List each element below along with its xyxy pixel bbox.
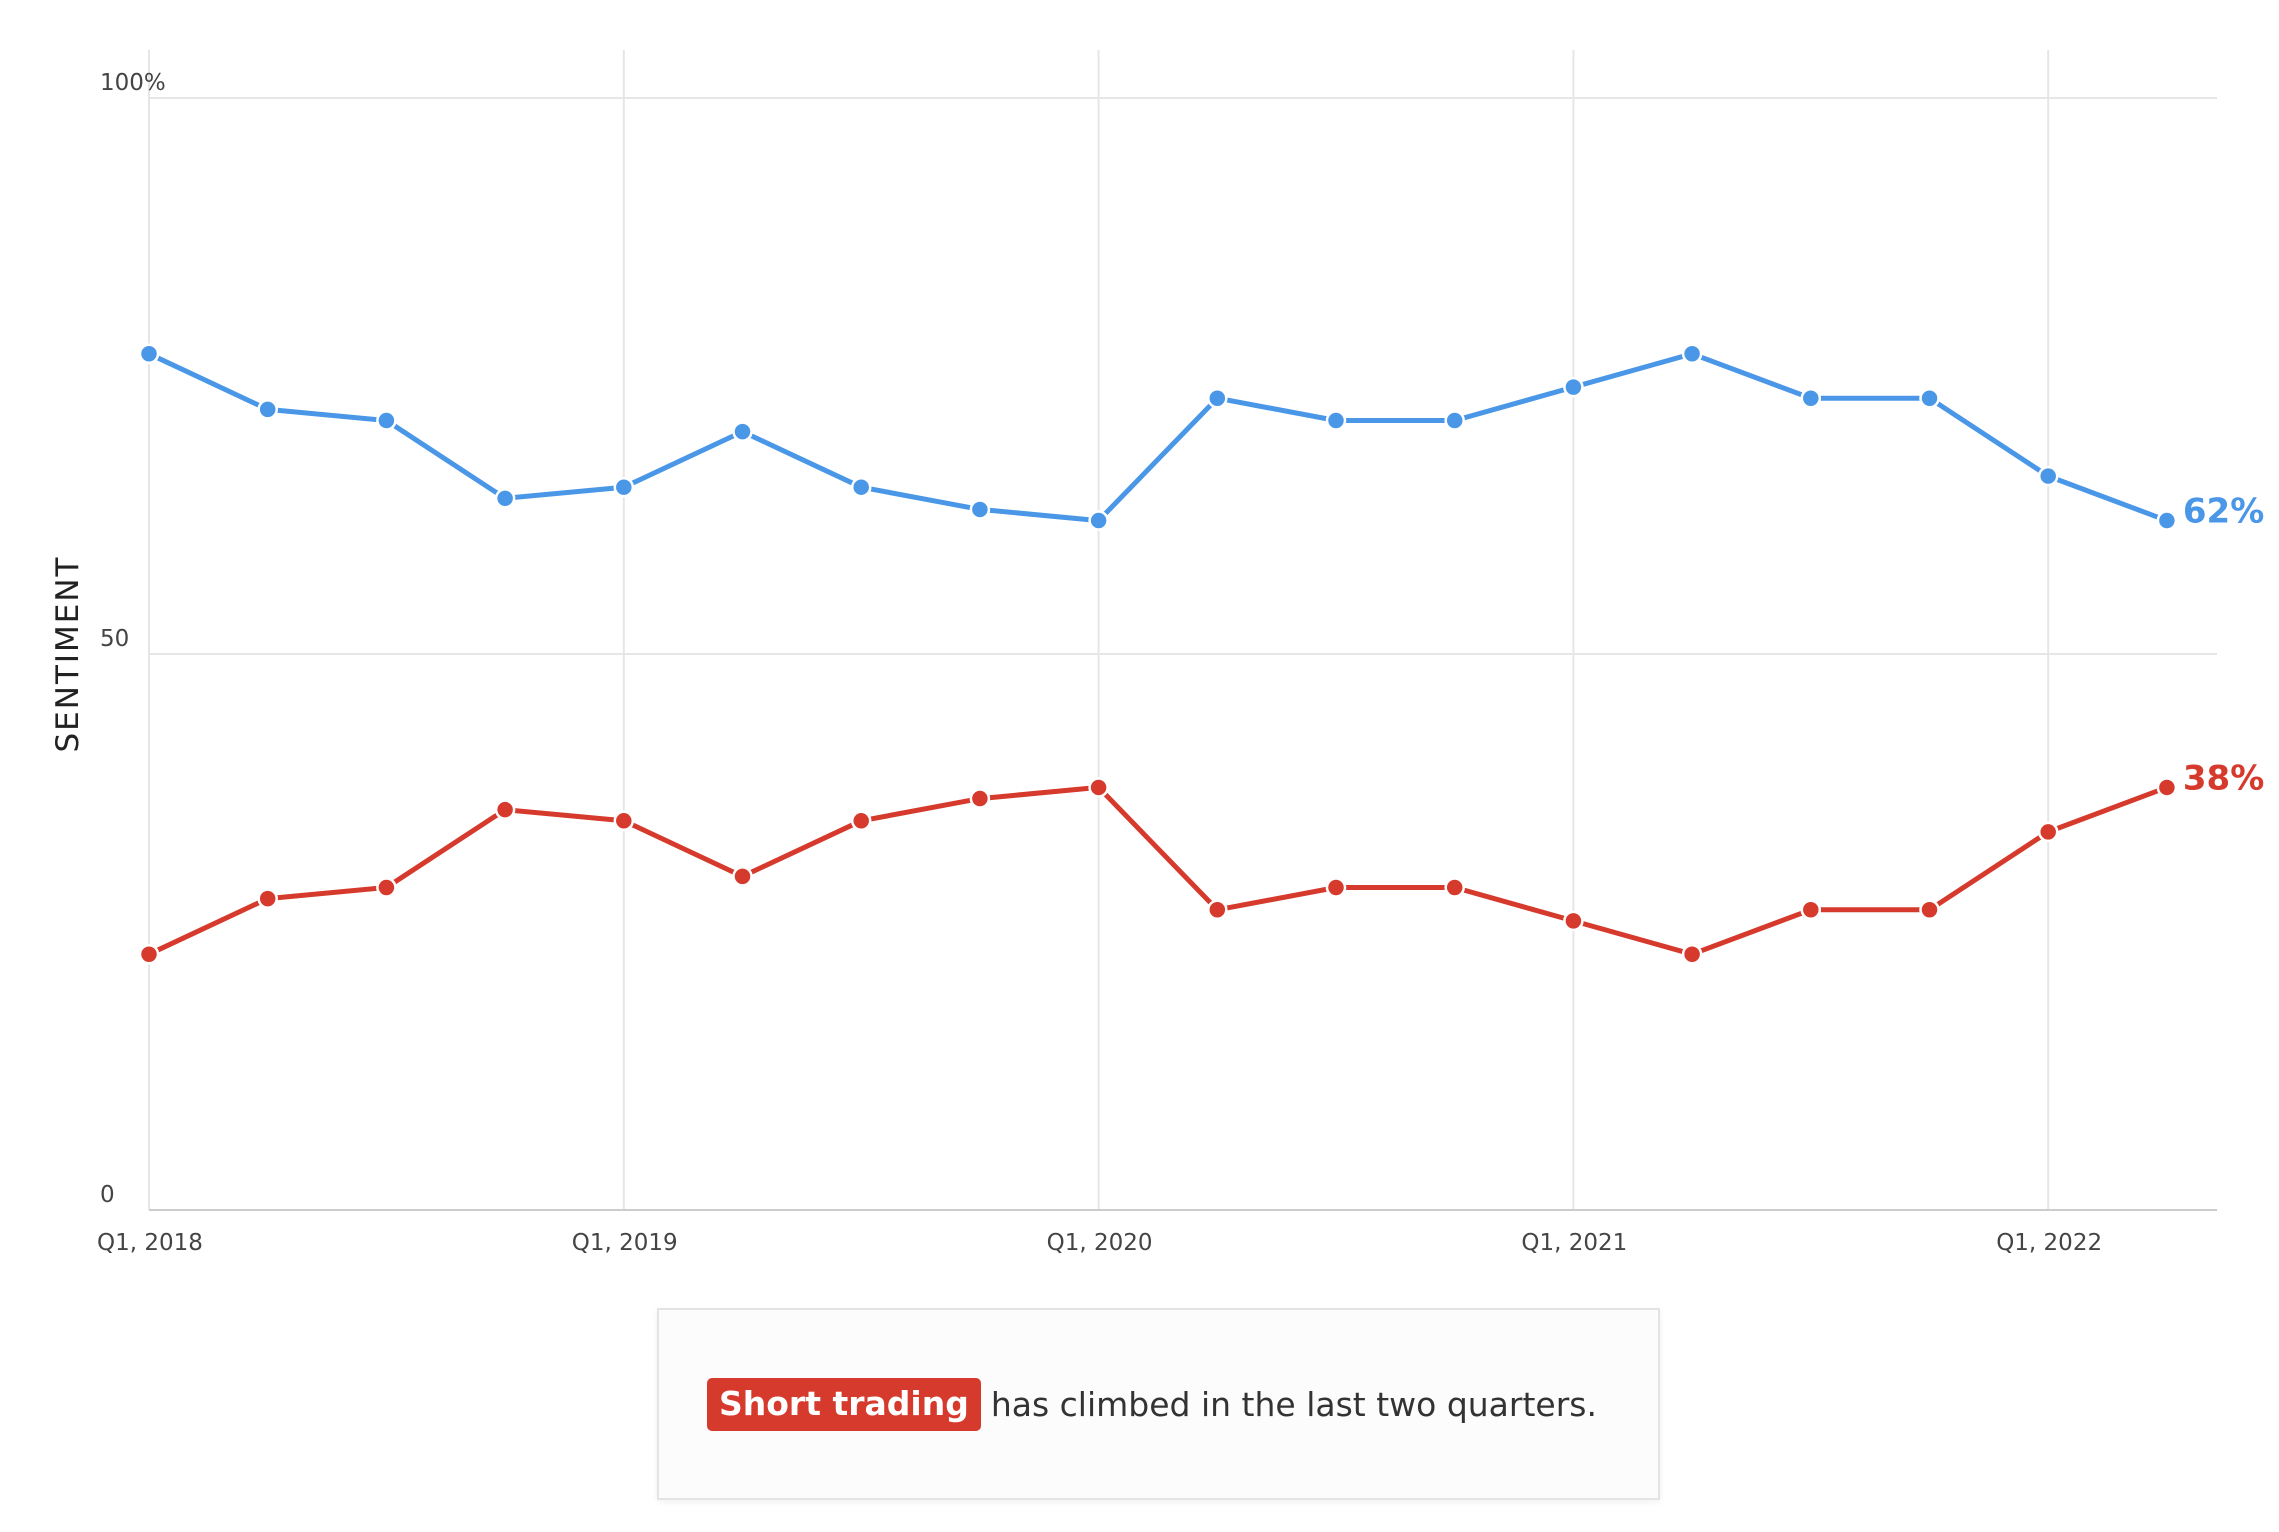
y-tick-label: 0 (100, 1182, 115, 1208)
y-axis-title: SENTIMENT (50, 556, 86, 753)
series-point-short (494, 799, 516, 820)
x-tick-label: Q1, 2022 (1996, 1230, 2102, 1256)
series-layer (138, 343, 2178, 965)
series-point-long (732, 421, 753, 442)
series-point-long (1681, 343, 1703, 365)
series-point-short (732, 866, 753, 887)
series-point-long (138, 343, 160, 365)
end-label-short: 38% (2183, 758, 2264, 798)
insight-callout: Short trading has climbed in the last tw… (657, 1308, 1660, 1500)
y-tick-label: 100% (100, 70, 166, 96)
series-point-long (494, 488, 516, 509)
label-layer: 62% 38% (2183, 492, 2264, 799)
series-point-long (257, 399, 278, 420)
series-point-short (850, 810, 872, 832)
end-label-long: 62% (2183, 492, 2264, 532)
series-point-long (1088, 510, 1109, 531)
series-point-short (1088, 777, 1109, 798)
series-point-long (2156, 510, 2178, 531)
x-tick-label: Q1, 2019 (572, 1230, 678, 1256)
series-point-short (613, 810, 635, 832)
series-point-short (1207, 899, 1228, 921)
series-point-long (1325, 410, 1347, 431)
series-point-long (1800, 387, 1822, 409)
series-point-long (969, 499, 991, 520)
grid-layer (148, 50, 2217, 1211)
series-point-short (257, 888, 278, 909)
series-point-short (1563, 910, 1584, 932)
series-point-long (2037, 465, 2059, 487)
series-line-short (146, 784, 2170, 957)
series-point-short (1681, 943, 1703, 965)
series-point-short (2156, 777, 2178, 798)
series-point-long (1919, 387, 1940, 409)
x-tick-label: Q1, 2021 (1521, 1230, 1627, 1256)
x-tick-label: Q1, 2020 (1047, 1230, 1153, 1256)
series-point-short (1325, 877, 1347, 898)
series-line-long (146, 351, 2170, 524)
callout-text: has climbed in the last two quarters. (990, 1384, 1597, 1424)
series-point-long (1444, 410, 1465, 431)
series-point-short (1919, 899, 1940, 921)
series-point-long (1563, 376, 1584, 398)
series-point-short (376, 877, 397, 898)
series-point-short (138, 943, 160, 965)
series-point-long (613, 476, 635, 498)
axis-layer: 100% 50 0 Q1, 2018 Q1, 2019 Q1, 2020 Q1, 2021 Q… (50, 70, 2217, 1256)
x-tick-label: Q1, 2018 (97, 1230, 203, 1256)
series-point-short (969, 788, 991, 809)
series-point-long (376, 410, 397, 431)
series-point-short (1444, 877, 1465, 898)
series-point-short (1800, 899, 1822, 921)
series-point-short (2037, 821, 2059, 843)
series-point-long (850, 476, 872, 498)
series-point-long (1207, 387, 1228, 409)
y-tick-label: 50 (100, 626, 129, 652)
callout-highlight: Short trading (707, 1377, 981, 1431)
